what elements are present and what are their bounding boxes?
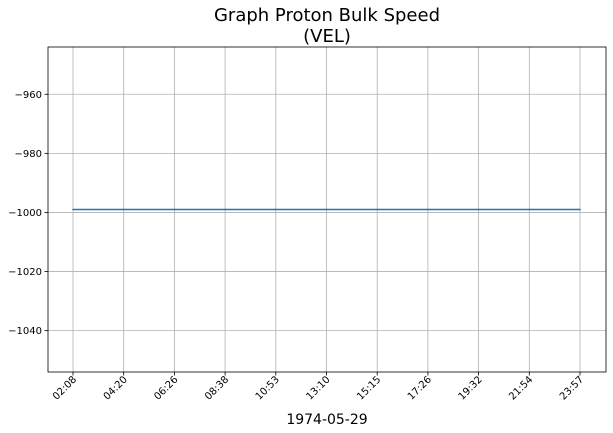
series-point <box>477 208 480 211</box>
series-point <box>173 208 176 211</box>
x-tick-label: 02:08 <box>51 374 79 402</box>
y-tick-label: −1000 <box>8 208 42 219</box>
x-tick-label: 19:32 <box>457 374 485 402</box>
series-point <box>376 208 379 211</box>
series-point <box>528 208 531 211</box>
x-tick-label: 08:38 <box>203 374 231 402</box>
plot-frame <box>47 46 607 373</box>
x-tick-label: 21:54 <box>507 374 535 402</box>
x-tick-label: 10:53 <box>254 374 282 402</box>
x-tick-label: 06:26 <box>152 374 180 402</box>
x-axis-label: 1974-05-29 <box>286 412 367 428</box>
y-tick-label: −980 <box>15 149 42 160</box>
x-tick-label: 23:57 <box>558 374 586 402</box>
y-tick-label: −1040 <box>8 326 42 337</box>
series-point <box>325 208 328 211</box>
chart-title: Graph Proton Bulk Speed <box>214 5 440 26</box>
x-tick-label: 15:15 <box>355 374 383 402</box>
y-tick-label: −960 <box>15 90 42 101</box>
chart-subtitle: (VEL) <box>303 26 351 47</box>
series-point <box>224 208 226 211</box>
series-point <box>579 208 581 211</box>
series-point <box>122 208 125 211</box>
series-point <box>427 208 429 211</box>
plot-series <box>72 208 581 211</box>
series-point <box>275 208 277 211</box>
series-point <box>72 208 74 211</box>
x-tick-label: 04:20 <box>102 374 130 402</box>
x-tick-label: 13:10 <box>304 374 332 402</box>
y-tick-label: −1020 <box>8 267 42 278</box>
x-axis: 02:08 04:20 06:26 08:38 10:53 13:10 15:15 17:26… <box>51 372 586 403</box>
x-tick-label: 17:26 <box>406 374 434 402</box>
y-axis: −1040 −1020 −1000 −980 −960 <box>8 90 48 337</box>
